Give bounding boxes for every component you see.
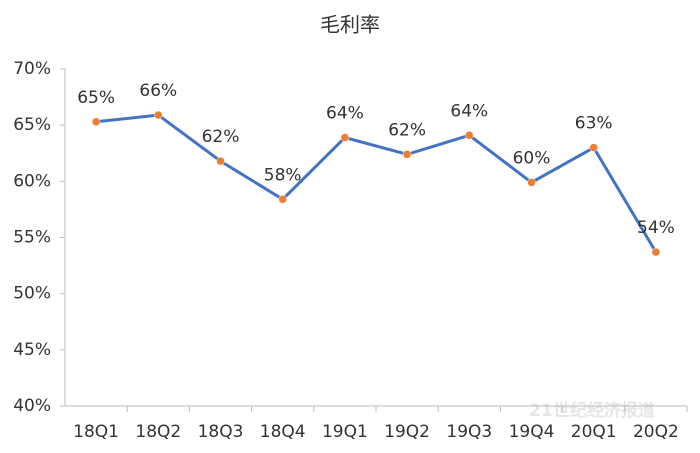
data-label: 60% xyxy=(513,148,551,168)
point xyxy=(278,195,287,204)
chart-title: 毛利率 xyxy=(320,13,380,37)
data-label: 58% xyxy=(264,165,302,185)
watermark: 21世纪经济报道 xyxy=(529,400,655,421)
y-tick-label: 40% xyxy=(13,396,51,416)
data-label: 54% xyxy=(637,218,675,238)
data-label: 63% xyxy=(575,114,613,134)
data-label: 65% xyxy=(77,88,115,108)
point xyxy=(91,117,101,127)
y-tick-label: 65% xyxy=(13,115,51,135)
y-tick-label: 45% xyxy=(13,340,51,360)
x-tick-label: 20Q2 xyxy=(633,422,679,442)
data-label: 64% xyxy=(326,104,364,124)
y-tick-label: 60% xyxy=(13,171,51,191)
data-label: 62% xyxy=(202,127,240,147)
point xyxy=(154,110,163,120)
point xyxy=(589,143,598,152)
point xyxy=(465,131,474,140)
data-label: 62% xyxy=(388,120,426,140)
x-tick-label: 18Q4 xyxy=(260,422,306,442)
x-tick-label: 19Q1 xyxy=(322,422,368,442)
y-tick-label: 70% xyxy=(13,59,51,79)
point xyxy=(402,150,412,159)
x-tick-label: 18Q3 xyxy=(198,422,244,442)
line xyxy=(95,113,658,253)
data-label: 66% xyxy=(139,81,177,101)
y-tick-label: 55% xyxy=(13,228,51,248)
point xyxy=(527,178,536,187)
x-tick-label: 20Q1 xyxy=(571,422,617,442)
data-label: 64% xyxy=(450,101,488,121)
x-tick-label: 19Q4 xyxy=(509,422,555,442)
x-tick-label: 18Q1 xyxy=(73,422,119,442)
x-tick-label: 18Q2 xyxy=(135,422,181,442)
point xyxy=(340,133,350,142)
point xyxy=(216,156,225,166)
y-tick-label: 50% xyxy=(13,284,51,304)
x-tick-label: 19Q2 xyxy=(384,422,430,442)
x-tick-label: 19Q3 xyxy=(446,422,492,442)
point xyxy=(651,247,661,257)
